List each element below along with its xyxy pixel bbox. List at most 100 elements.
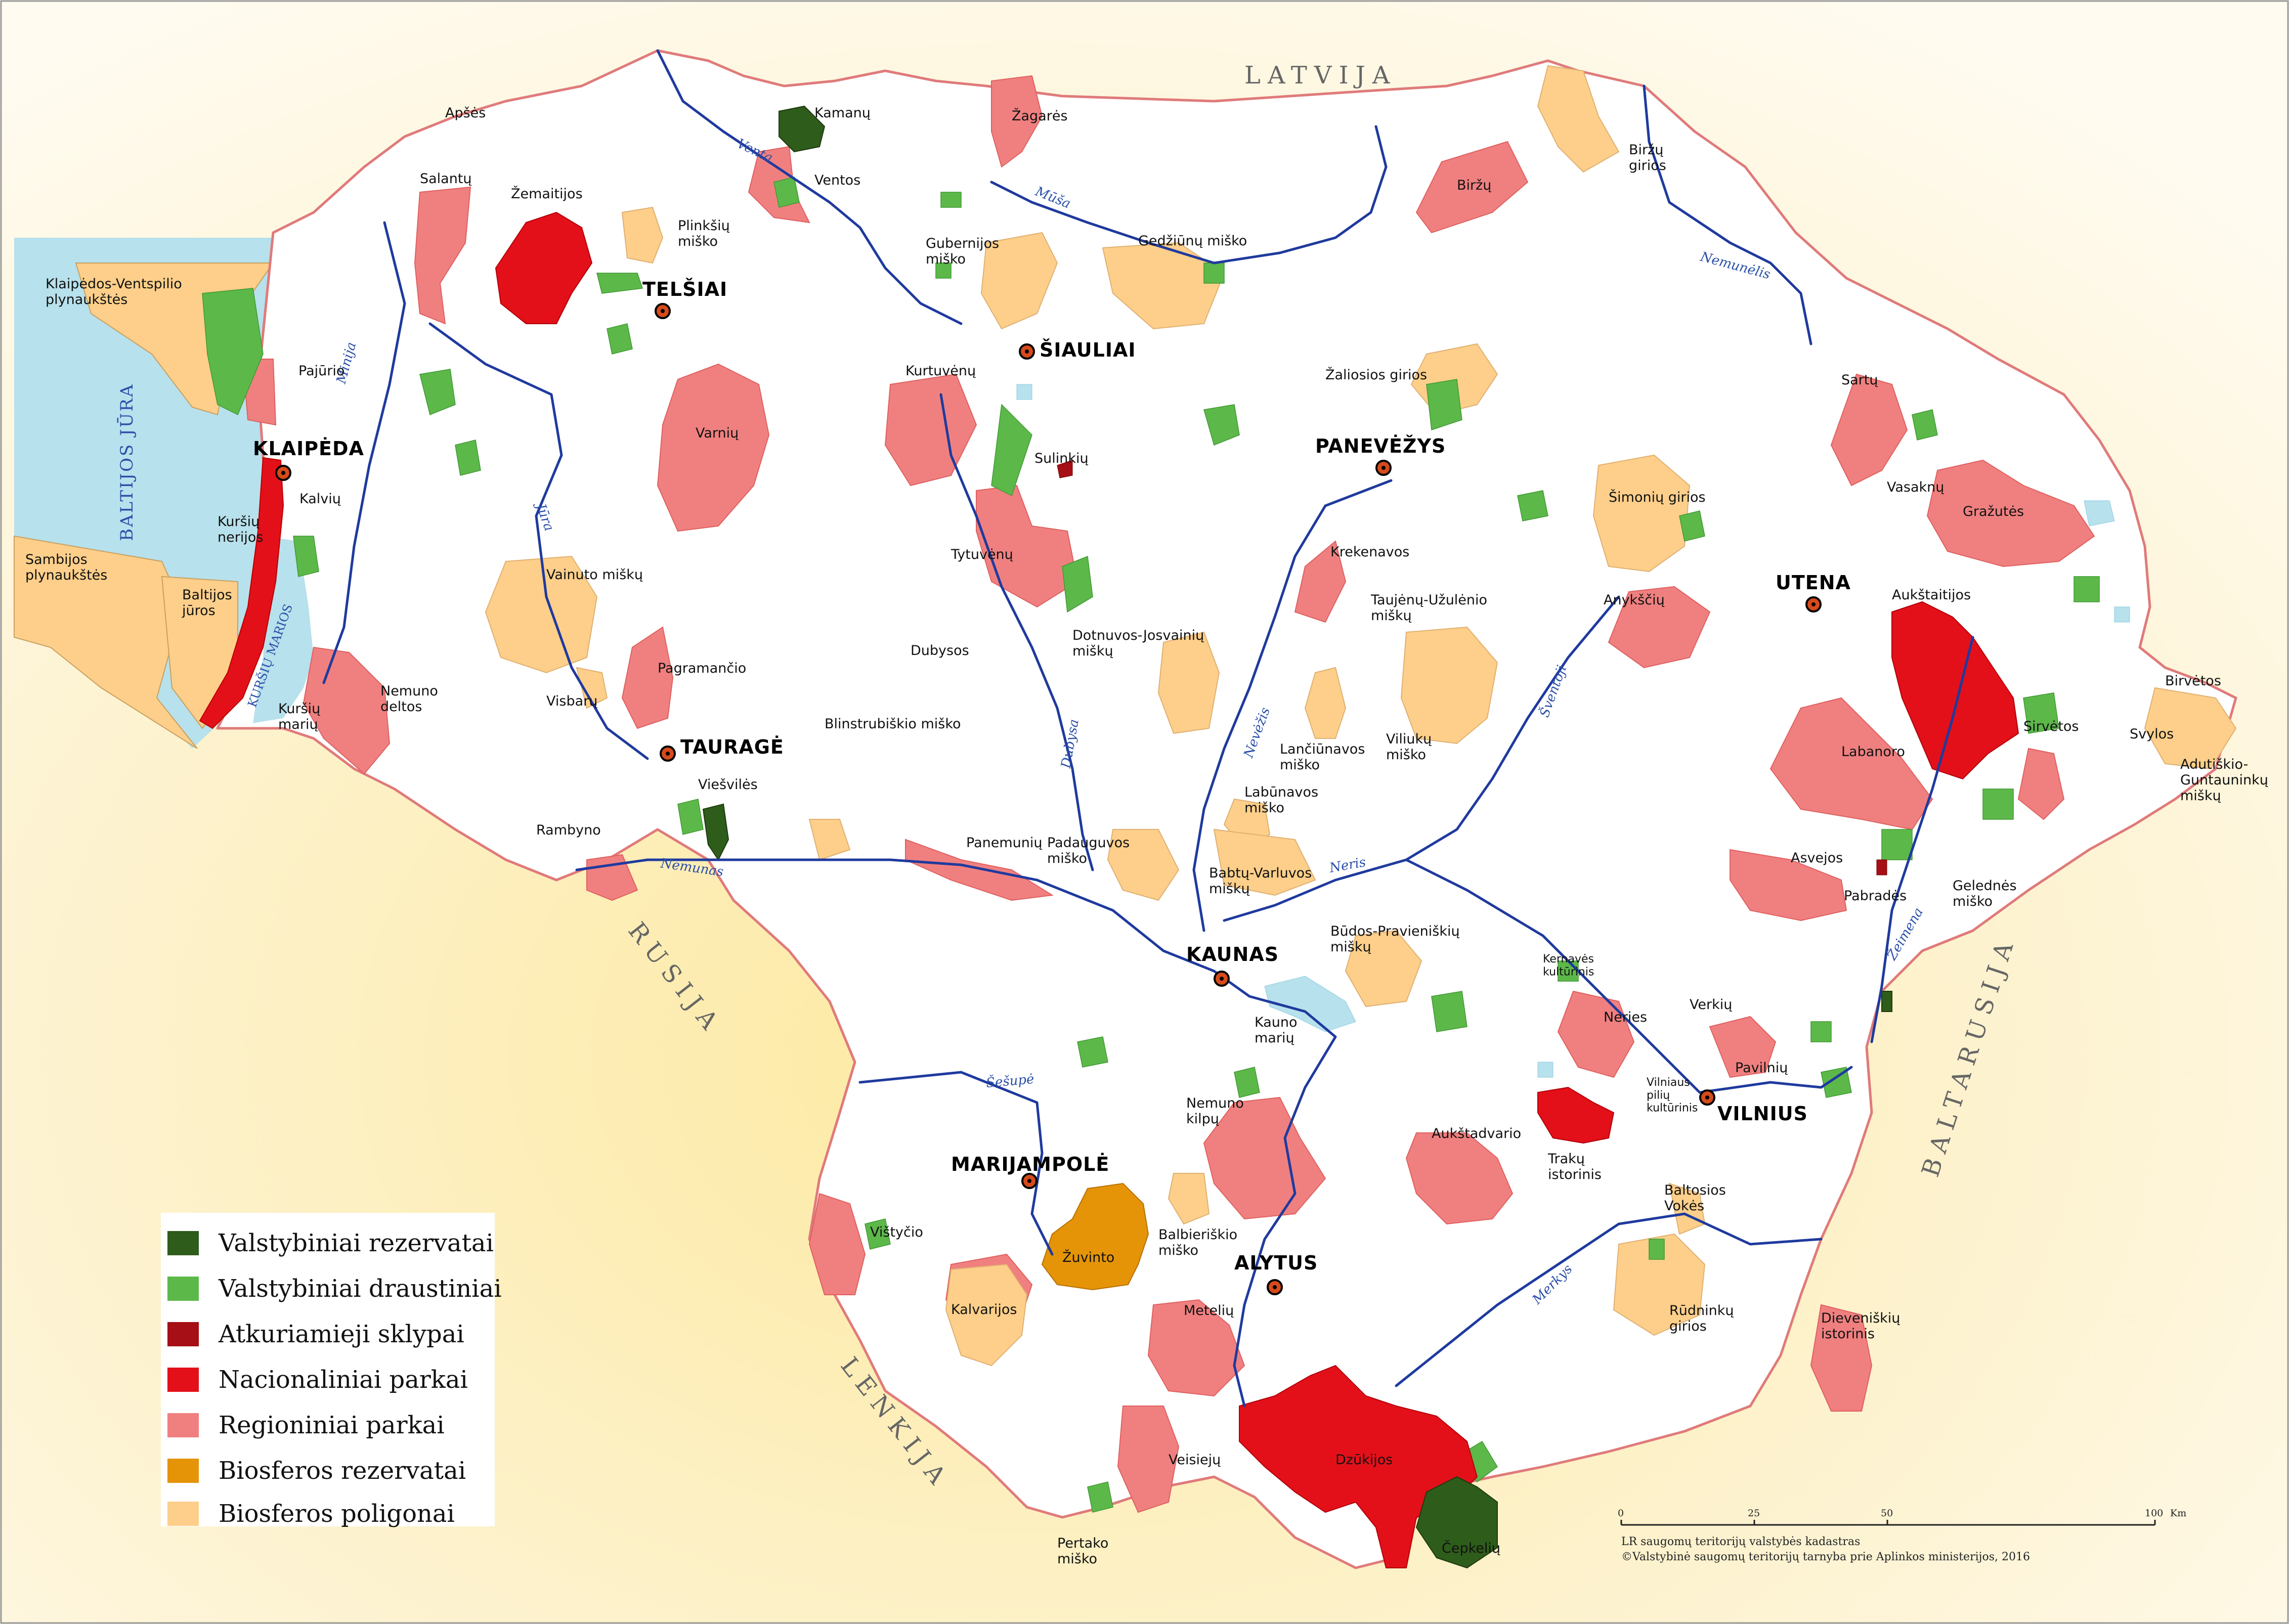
area-label: Žuvinto (1062, 1249, 1114, 1265)
area-label: Dzūkijos (1335, 1452, 1393, 1468)
traku-park (1537, 1086, 1615, 1144)
legend-swatch (167, 1367, 199, 1392)
area-label: Gelednės miško (1953, 878, 2017, 909)
area-label: Vilniaus pilių kultūrinis (1647, 1076, 1698, 1115)
area-label: Sirvėtos (2023, 719, 2079, 734)
merkys-river (1395, 1212, 1823, 1387)
neris-river (1223, 858, 1853, 1094)
area-label: Aukštadvario (1432, 1126, 1521, 1142)
area-label: Čepkelių (1442, 1540, 1500, 1556)
area-label: Kurtuvėnų (905, 363, 976, 379)
area-label: Panemunių (966, 835, 1042, 851)
legend-swatch (167, 1322, 199, 1347)
legend-swatch (167, 1276, 199, 1301)
area-label: Nemuno kilpų (1186, 1095, 1244, 1127)
musa-river (990, 125, 1388, 265)
area-label: Gražutės (1963, 504, 2024, 519)
area-label: Verkių (1690, 997, 1732, 1013)
rivers (322, 49, 1974, 1408)
legend-label: Regioniniai parkai (219, 1411, 445, 1439)
legend-label: Valstybiniai draustiniai (219, 1275, 502, 1303)
area-label: Pertako miško (1057, 1535, 1108, 1567)
legend-item: Valstybiniai draustiniai (161, 1274, 502, 1304)
label-latvija: LATVIJA (1244, 61, 1397, 90)
area-label: Asvejos (1791, 850, 1843, 866)
area-label: Padauguvos miško (1047, 835, 1130, 866)
credits-line-2: ©Valstybinė saugomų teritorijų tarnyba p… (1621, 1551, 2030, 1563)
jura-river (428, 322, 649, 760)
area-label: Biržų (1457, 178, 1491, 193)
legend-label: Biosferos poligonai (219, 1500, 455, 1528)
area-label: Krekenavos (1330, 544, 1409, 560)
aukstaitijos-park (1891, 601, 2019, 780)
area-label: Labanoro (1841, 744, 1905, 760)
cepkeliu-reserve (1415, 1476, 1498, 1569)
legend-item: Biosferos poligonai (161, 1500, 455, 1528)
city-dots (281, 309, 1816, 1289)
city-label-vilnius: VILNIUS (1717, 1103, 1808, 1125)
city-label-telsiai: TELŠIAI (642, 278, 727, 300)
area-label: Klaipėdos-Ventspilio plynaukštės (46, 276, 182, 308)
area-label: Baltosios Vokės (1664, 1182, 1726, 1214)
area-label: Pabradės (1844, 888, 1907, 904)
area-label: Nemuno deltos (380, 683, 438, 715)
legend-label: Atkuriamieji sklypai (219, 1320, 464, 1348)
legend: Valstybiniai rezervatai Valstybiniai dra… (161, 1213, 502, 1528)
scale-unit: Km (2170, 1508, 2186, 1519)
legend-item: Atkuriamieji sklypai (161, 1319, 464, 1349)
area-label: Metelių (1184, 1303, 1234, 1319)
sventoji-river (1405, 595, 1620, 861)
city-label-panevezys: PANEVĖŽYS (1315, 435, 1446, 457)
city-label-kaunas: KAUNAS (1186, 943, 1279, 965)
legend-item: Biosferos rezervatai (161, 1456, 466, 1486)
area-label: Apšės (445, 105, 486, 121)
area-label: Plinkšių miško (678, 218, 730, 249)
legend-item: Valstybiniai rezervatai (161, 1228, 494, 1258)
zuvinto-biosphere (1041, 1182, 1149, 1291)
city-label-taurage: TAURAGĖ (680, 736, 784, 758)
area-label: Adutiškio-Guntauninkų miškų (2180, 757, 2268, 804)
area-label: Birvėtos (2165, 673, 2221, 689)
nemunas-river (575, 858, 1337, 1408)
legend-item: Regioniniai parkai (161, 1410, 445, 1440)
area-label: Lančiūnavos miško (1280, 741, 1365, 773)
area-label: Rambyno (536, 822, 601, 838)
area-label: Ventos (814, 172, 860, 188)
city-label-marijampole: MARIJAMPOLĖ (951, 1153, 1109, 1175)
viesvile-reserve (702, 803, 729, 861)
sesupe-river (858, 1071, 1054, 1256)
area-labels: Apšės Salantų Žemaitijos Kamanų Ventos Ž… (25, 105, 2268, 1567)
area-label: Sartų (1841, 372, 1878, 388)
venta-river (656, 49, 963, 325)
area-label: Kalvarijos (951, 1302, 1017, 1318)
area-label: Svylos (2130, 726, 2174, 742)
strict-reserves (702, 105, 1892, 1569)
scale-tick-50: 50 (1881, 1508, 1893, 1519)
area-label: Gedžiūnų miško (1138, 233, 1247, 249)
zeimena-reserve (1881, 991, 1892, 1012)
dubysa-river (939, 393, 1094, 871)
area-label: Žagarės (1012, 108, 1068, 124)
area-label: Salantų (420, 171, 472, 187)
area-label: Veisiejų (1169, 1452, 1221, 1468)
area-label: Tytuvėnų (951, 547, 1013, 562)
area-label: Pavilnių (1735, 1060, 1788, 1076)
legend-item: Nacionaliniai parkai (161, 1365, 468, 1395)
area-label: Kuršių marių (278, 701, 320, 732)
area-label: Viešvilės (698, 777, 758, 793)
scale-tick-100: 100 (2145, 1508, 2163, 1519)
area-label: Trakų istorinis (1547, 1151, 1602, 1182)
area-label: Blinstrubiškio miško (825, 716, 961, 732)
area-label: Gubernijos miško (926, 236, 999, 267)
area-label: Anykščių (1604, 592, 1665, 608)
nemunelis-river (1643, 84, 1812, 345)
area-label: Rūdninkų girios (1669, 1303, 1734, 1334)
area-label: Dieveniškių istorinis (1821, 1310, 1900, 1342)
area-label: Baltijos jūros (182, 587, 232, 619)
area-label: Neries (1604, 1009, 1647, 1025)
city-label-utena: UTENA (1776, 572, 1851, 594)
area-label: Žemaitijos (511, 186, 583, 202)
area-label: Dubysos (911, 643, 969, 659)
